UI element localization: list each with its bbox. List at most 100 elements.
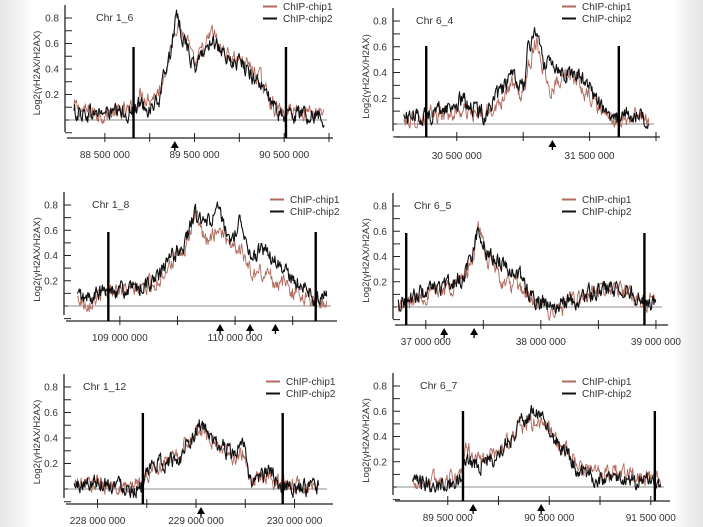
arrow-up-icon	[548, 140, 557, 147]
y-tick-label: 0.8	[373, 202, 387, 213]
x-tick-label: 230 000 000	[267, 516, 323, 527]
x-tick-label: 38 000 000	[516, 337, 566, 348]
x-tick-label: 110 000 000	[208, 333, 263, 344]
chart-title: Chr 1_6	[96, 12, 134, 24]
y-tick-label: 0.4	[373, 68, 387, 79]
legend-label: ChIP-chip2	[290, 207, 340, 218]
x-tick-label: 229 000 000	[168, 516, 224, 527]
y-tick-label: 0.6	[44, 408, 58, 419]
legend-label: ChIP-chip2	[582, 389, 632, 400]
y-tick-label: 0.6	[45, 39, 59, 50]
x-tick-label: 90 500 000	[524, 513, 574, 524]
series-line-chip-chip2	[412, 404, 662, 493]
y-axis-label: Log2(γH2AX/H2AX)	[361, 218, 372, 302]
x-tick-label: 89 500 000	[423, 513, 473, 524]
y-tick-label: 0.8	[373, 17, 387, 28]
series-line-chip-chip1	[73, 20, 325, 125]
y-tick-label: 0.8	[44, 383, 58, 394]
chart-title: Chr 1_12	[83, 381, 126, 393]
series-line-chip-chip1	[397, 220, 657, 321]
series-line-chip-chip2	[397, 226, 657, 314]
legend-label: ChIP-chip1	[582, 377, 632, 388]
arrow-up-icon	[216, 324, 225, 331]
y-tick-label: 0.4	[373, 432, 387, 443]
series-line-chip-chip2	[73, 9, 325, 128]
arrow-up-icon	[246, 324, 255, 331]
series-line-chip-chip1	[76, 207, 328, 313]
legend-label: ChIP-chip1	[283, 2, 333, 13]
y-tick-label: 0.6	[44, 226, 58, 237]
right-edge-shading	[673, 0, 703, 527]
y-tick-label: 0.6	[373, 42, 387, 53]
arrow-up-icon	[537, 504, 546, 511]
series-line-chip-chip1	[73, 424, 319, 495]
x-tick-label: 89 500 000	[169, 150, 219, 161]
y-tick-label: 0.4	[44, 251, 58, 262]
legend-label: ChIP-chip1	[286, 377, 336, 388]
arrow-up-icon	[440, 328, 449, 335]
y-tick-label: 0.4	[373, 252, 387, 263]
legend-label: ChIP-chip2	[582, 14, 632, 25]
y-tick-label: 0.2	[44, 276, 58, 287]
legend-label: ChIP-chip1	[582, 2, 632, 13]
y-axis-label: Log2(γH2AX/H2AX)	[32, 217, 43, 301]
arrow-up-icon	[469, 504, 478, 511]
x-tick-label: 37 000 000	[401, 337, 451, 348]
y-tick-label: 0.8	[44, 201, 58, 212]
y-tick-label: 0.2	[45, 90, 59, 101]
y-tick-label: 0.2	[373, 457, 387, 468]
chart-title: Chr 6_5	[414, 200, 452, 212]
y-tick-label: 0.2	[44, 459, 58, 470]
x-tick-label: 39 000 000	[631, 337, 681, 348]
y-tick-label: 0.8	[373, 382, 387, 393]
arrow-up-icon	[170, 141, 179, 148]
series-line-chip-chip2	[403, 27, 649, 130]
legend-label: ChIP-chip2	[582, 207, 632, 218]
legend-label: ChIP-chip1	[582, 195, 632, 206]
arrow-up-icon	[196, 507, 205, 514]
y-axis-label: Log2(γH2AX/H2AX)	[32, 31, 43, 115]
y-tick-label: 0.4	[44, 434, 58, 445]
y-tick-label: 0.6	[373, 227, 387, 238]
y-tick-label: 0.4	[45, 65, 59, 76]
legend-label: ChIP-chip1	[290, 195, 340, 206]
legend-label: ChIP-chip2	[286, 389, 336, 400]
series-line-chip-chip1	[403, 36, 650, 129]
x-tick-label: 109 000 000	[92, 333, 148, 344]
y-axis-label: Log2(γH2AX/H2AX)	[361, 398, 372, 482]
chart-title: Chr 1_8	[92, 199, 130, 211]
y-axis-label: Log2(γH2AX/H2AX)	[32, 400, 43, 484]
y-axis-label: Log2(γH2AX/H2AX)	[361, 34, 372, 118]
legend-label: ChIP-chip2	[283, 14, 333, 25]
y-tick-label: 0.2	[373, 277, 387, 288]
x-tick-label: 30 500 000	[432, 151, 482, 162]
series-line-chip-chip2	[73, 419, 320, 499]
chart-title: Chr 6_4	[416, 15, 454, 27]
arrow-up-icon	[470, 328, 479, 335]
series-line-chip-chip2	[76, 201, 328, 307]
y-tick-label: 0.2	[373, 94, 387, 105]
arrow-up-icon	[271, 324, 280, 331]
left-edge-shading	[0, 0, 34, 527]
chart-title: Chr 6_7	[420, 380, 458, 392]
x-tick-label: 90 500 000	[259, 150, 309, 161]
y-tick-label: 0.8	[45, 14, 59, 25]
x-tick-label: 91 500 000	[626, 513, 676, 524]
x-tick-label: 228 000 000	[70, 516, 126, 527]
x-tick-label: 88 500 000	[80, 150, 130, 161]
x-tick-label: 31 500 000	[565, 151, 615, 162]
y-tick-label: 0.6	[373, 407, 387, 418]
